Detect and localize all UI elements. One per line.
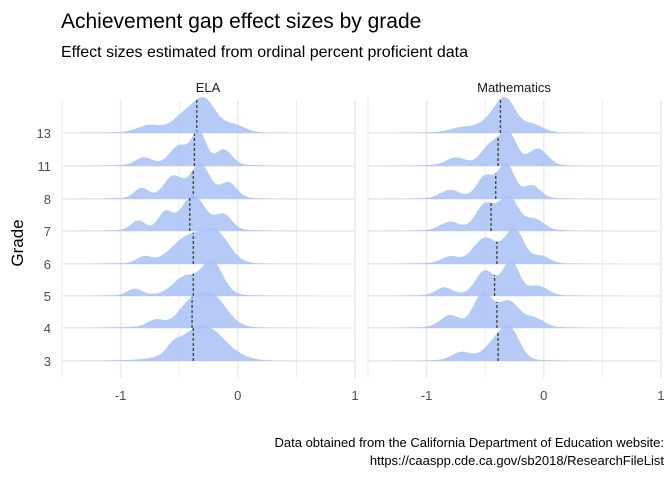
x-tick-label: 1 [657, 388, 664, 403]
ridge-ela-grade-11 [62, 130, 344, 166]
y-tick-label-7: 7 [44, 224, 51, 239]
y-tick-label-3: 3 [44, 354, 51, 369]
ridge-ela-grade-4 [62, 292, 344, 328]
ridge-mathematics-grade-6 [368, 228, 650, 264]
ridge-ela-grade-8 [62, 163, 344, 199]
strip-label-mathematics: Mathematics [477, 80, 551, 95]
y-tick-labels: 3 4 5 6 7 8 11 13 [37, 126, 51, 369]
caption-line-2: https://caaspp.cde.ca.gov/sb2018/Researc… [370, 453, 665, 468]
x-tick-label: 1 [351, 388, 358, 403]
ridge-mathematics-grade-13 [368, 97, 650, 133]
y-tick-label-8: 8 [44, 192, 51, 207]
strip-label-ela: ELA [196, 80, 221, 95]
chart-subtitle: Effect sizes estimated from ordinal perc… [61, 44, 468, 61]
panel-ela: ELA -1 0 1 [61, 80, 359, 403]
ridge-mathematics-grade-8 [368, 163, 650, 199]
y-tick-label-6: 6 [44, 257, 51, 272]
ridge-ela-grade-13 [62, 97, 344, 133]
ridge-ela-grade-3 [62, 325, 344, 361]
y-tick-label-5: 5 [44, 289, 51, 304]
ridge-mathematics-grade-7 [368, 195, 650, 231]
y-tick-label-13: 13 [37, 126, 51, 141]
ridge-mathematics-grade-11 [368, 130, 650, 166]
caption-line-1: Data obtained from the California Depart… [275, 435, 665, 450]
x-tick-label: 0 [234, 388, 241, 403]
ridge-mathematics-grade-5 [368, 260, 650, 296]
y-tick-label-11: 11 [38, 159, 52, 174]
x-tick-label: -1 [115, 388, 127, 403]
ridge-mathematics-grade-3 [368, 325, 650, 361]
y-tick-label-4: 4 [44, 321, 51, 336]
ridge-mathematics-grade-4 [368, 292, 650, 328]
ridge-ela-grade-6 [62, 228, 344, 264]
x-tick-label: 0 [540, 388, 547, 403]
ridge-ela-grade-5 [62, 260, 344, 296]
y-axis-label: Grade [8, 219, 27, 266]
ridge-ela-grade-7 [62, 195, 344, 231]
panel-mathematics: Mathematics -1 0 1 [367, 80, 665, 403]
x-tick-label: -1 [421, 388, 433, 403]
chart-title: Achievement gap effect sizes by grade [61, 10, 421, 33]
